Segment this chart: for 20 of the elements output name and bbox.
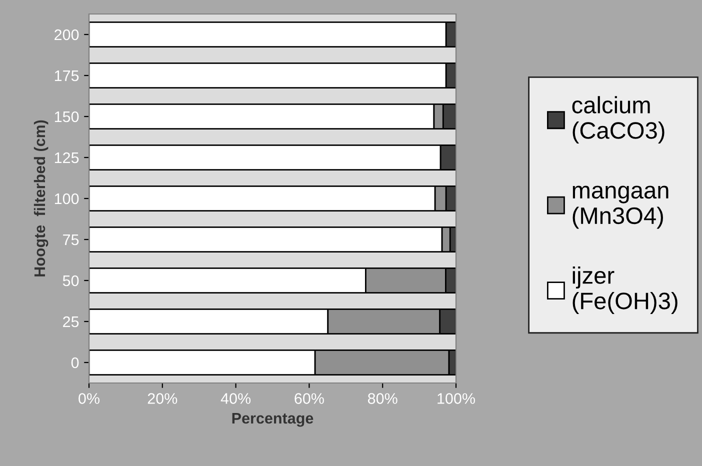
y-tick-label: 200 xyxy=(54,29,79,40)
x-tick-label: 60% xyxy=(294,393,324,404)
y-tick-label: 75 xyxy=(63,234,79,246)
y-tick-label: 125 xyxy=(54,152,79,164)
x-axis-title: Percentage xyxy=(232,413,314,427)
x-tick-label: 0% xyxy=(78,393,100,404)
legend-label: mangaan (Mn3O4) xyxy=(572,186,668,229)
x-tick-label: 100% xyxy=(438,393,475,404)
legend-label: ijzer (Fe(OH)3) xyxy=(572,266,678,314)
y-tick-label: 150 xyxy=(54,111,79,122)
x-tick-label: 80% xyxy=(368,393,398,404)
y-tick-label: 0 xyxy=(71,357,79,368)
y-axis-title: Hoogte filterbed (cm) xyxy=(34,120,48,276)
y-tick-label: 175 xyxy=(54,70,79,82)
y-tick-label: 100 xyxy=(54,193,79,204)
y-tick-label: 25 xyxy=(63,316,79,328)
x-tick-label: 40% xyxy=(220,393,251,404)
legend-label: calcium (CaCO3) xyxy=(572,96,664,144)
y-tick-label: 50 xyxy=(62,275,79,286)
x-tick-label: 20% xyxy=(148,393,178,404)
